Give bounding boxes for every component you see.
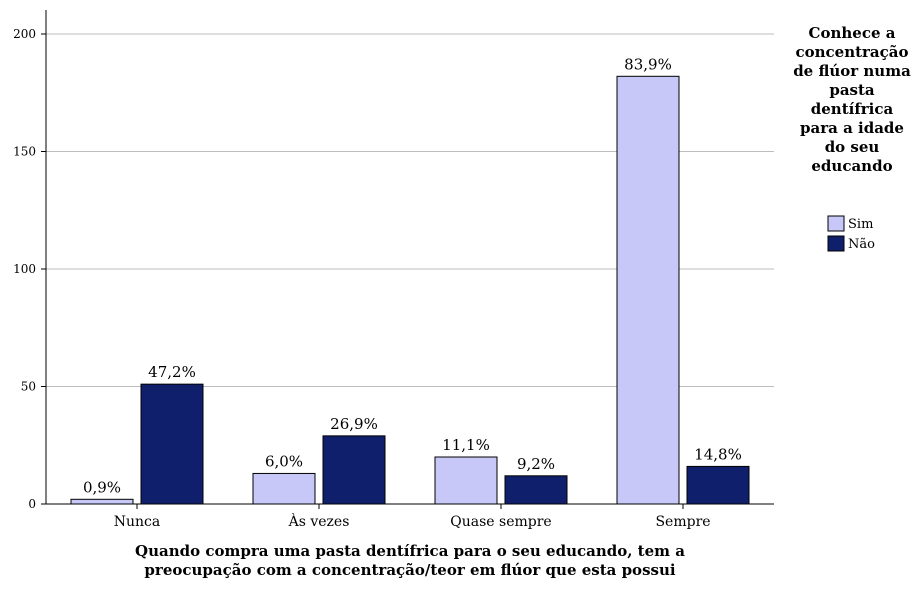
data-labels: 0,9% 47,2% 6,0% 26,9% 11,1% 9,2% 83,9% 14,8% [83, 55, 742, 496]
category-label: Quase sempre [450, 514, 551, 530]
bar-não-2 [504, 475, 568, 505]
data-label: 83,9% [624, 55, 672, 73]
y-tick-label: 50 [21, 380, 36, 394]
bar-não-3 [686, 465, 750, 505]
legend-title-line: do seu [825, 138, 880, 156]
data-label: 9,2% [517, 455, 555, 473]
y-axis-ticks: 0 50 100 150 200 [13, 27, 46, 511]
y-tick-label: 100 [13, 262, 36, 276]
bars [70, 75, 750, 505]
bar-não-1 [322, 435, 386, 505]
category-label: Às vezes [288, 512, 350, 530]
legend-label: Não [848, 237, 875, 252]
x-axis-title: Quando compra uma pasta dentífrica para … [135, 542, 685, 579]
y-tick-label: 150 [13, 145, 36, 159]
category-labels: Nunca Às vezes Quase sempre Sempre [114, 504, 711, 530]
legend-title-line: para a idade [800, 119, 904, 137]
y-tick-label: 0 [28, 497, 36, 511]
category-label: Nunca [114, 514, 160, 530]
data-label: 26,9% [330, 415, 378, 433]
legend-title-line: concentração [795, 43, 908, 61]
x-axis-title-line: Quando compra uma pasta dentífrica para … [135, 542, 685, 560]
bar-sim-2 [434, 456, 498, 505]
legend-label: Sim [848, 217, 873, 232]
axes [45, 10, 774, 505]
category-label: Sempre [655, 514, 710, 530]
legend-title-line: educando [811, 157, 892, 175]
bar-sim-3 [616, 75, 680, 505]
legend-title-line: pasta [829, 81, 875, 99]
bar-não-0 [140, 383, 204, 505]
data-label: 14,8% [694, 445, 742, 463]
data-label: 47,2% [148, 363, 196, 381]
legend-title-line: Conhece a [809, 24, 896, 42]
x-axis-title-line: preocupação com a concentração/teor em f… [144, 561, 675, 579]
data-label: 0,9% [83, 478, 121, 496]
data-label: 11,1% [442, 436, 490, 454]
y-tick-label: 200 [13, 27, 36, 41]
legend-title-line: de flúor numa [793, 62, 911, 80]
legend-title-line: dentífrica [811, 100, 894, 118]
data-label: 6,0% [265, 452, 303, 470]
legend-swatch-não [827, 235, 845, 252]
bar-sim-0 [70, 498, 134, 505]
bar-sim-1 [252, 472, 316, 505]
legend-swatch-sim [827, 215, 845, 232]
